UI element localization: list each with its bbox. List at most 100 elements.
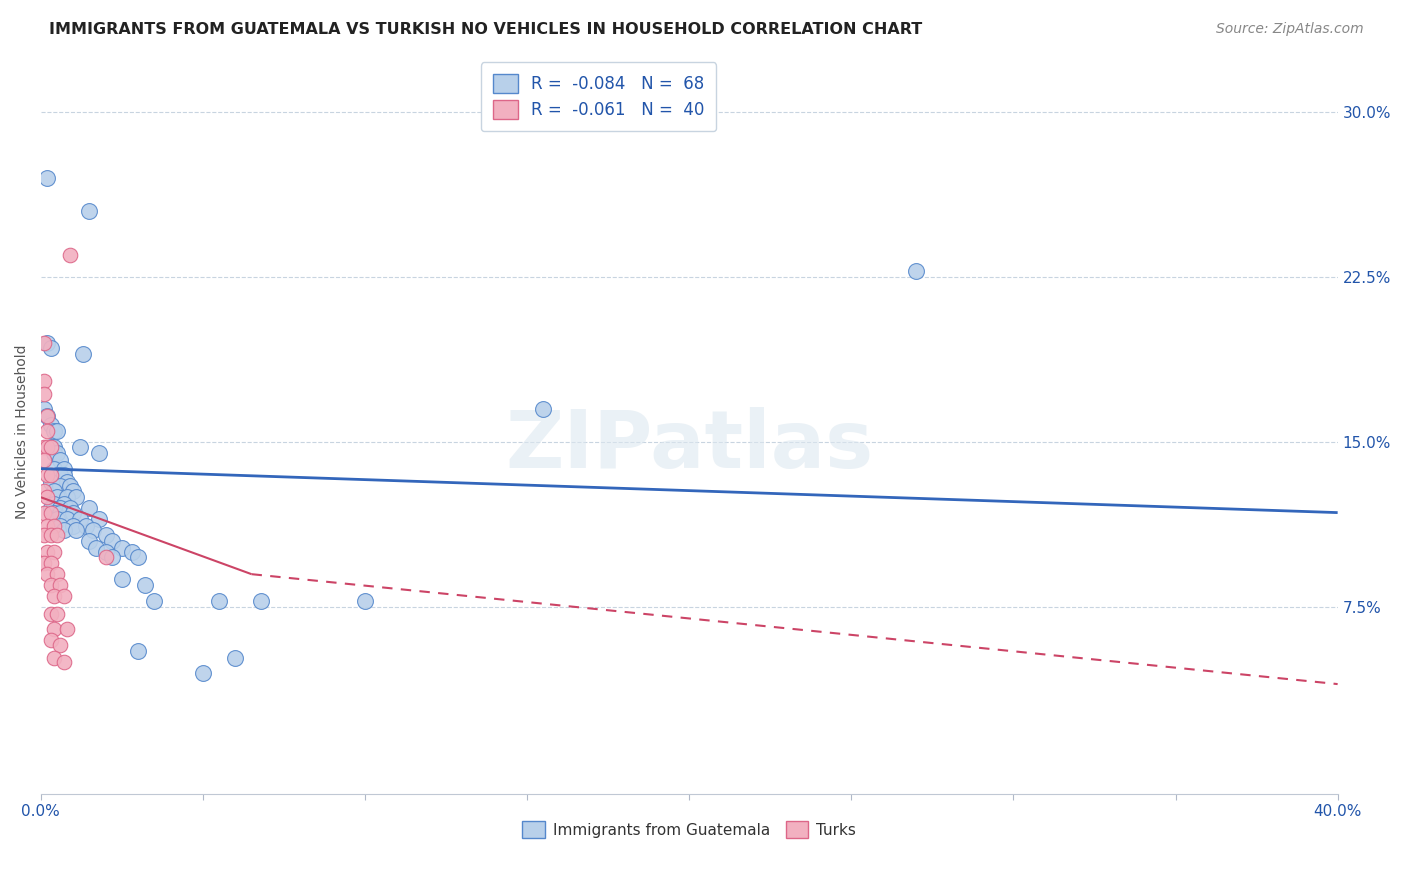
- Point: [37, 490, 59, 504]
- Point: [32, 402, 55, 417]
- Point: [89, 512, 111, 526]
- Point: [42, 446, 65, 460]
- Point: [49, 638, 72, 652]
- Point: [37, 336, 59, 351]
- Point: [531, 402, 554, 417]
- Point: [62, 506, 84, 520]
- Point: [37, 424, 59, 438]
- Point: [55, 490, 77, 504]
- Point: [39, 468, 62, 483]
- Point: [32, 440, 55, 454]
- Point: [42, 424, 65, 438]
- Point: [49, 479, 72, 493]
- Point: [127, 644, 149, 658]
- Point: [52, 523, 75, 537]
- Point: [52, 468, 75, 483]
- Point: [46, 512, 69, 526]
- Point: [39, 527, 62, 541]
- Point: [32, 527, 55, 541]
- Point: [52, 497, 75, 511]
- Point: [39, 506, 62, 520]
- Point: [127, 549, 149, 564]
- Point: [72, 347, 94, 361]
- Point: [55, 512, 77, 526]
- Point: [62, 518, 84, 533]
- Point: [52, 655, 75, 669]
- Point: [42, 440, 65, 454]
- Point: [49, 578, 72, 592]
- Point: [82, 523, 104, 537]
- Point: [121, 545, 143, 559]
- Point: [42, 497, 65, 511]
- Point: [69, 512, 91, 526]
- Point: [46, 468, 69, 483]
- Text: IMMIGRANTS FROM GUATEMALA VS TURKISH NO VEHICLES IN HOUSEHOLD CORRELATION CHART: IMMIGRANTS FROM GUATEMALA VS TURKISH NO …: [49, 22, 922, 37]
- Point: [191, 666, 214, 681]
- Point: [55, 475, 77, 489]
- Point: [65, 523, 87, 537]
- Point: [84, 541, 107, 555]
- Point: [42, 518, 65, 533]
- Point: [101, 534, 124, 549]
- Point: [39, 417, 62, 432]
- Point: [49, 453, 72, 467]
- Point: [46, 527, 69, 541]
- Text: Source: ZipAtlas.com: Source: ZipAtlas.com: [1216, 22, 1364, 37]
- Point: [39, 475, 62, 489]
- Point: [37, 545, 59, 559]
- Point: [59, 248, 82, 262]
- Point: [94, 549, 117, 564]
- Point: [37, 468, 59, 483]
- Point: [37, 409, 59, 423]
- Point: [39, 633, 62, 648]
- Legend: Immigrants from Guatemala, Turks: Immigrants from Guatemala, Turks: [516, 814, 862, 845]
- Point: [905, 264, 928, 278]
- Point: [46, 567, 69, 582]
- Point: [49, 506, 72, 520]
- Point: [42, 650, 65, 665]
- Point: [39, 440, 62, 454]
- Point: [39, 440, 62, 454]
- Point: [69, 440, 91, 454]
- Point: [49, 501, 72, 516]
- Point: [46, 490, 69, 504]
- Point: [39, 556, 62, 570]
- Point: [37, 518, 59, 533]
- Point: [39, 578, 62, 592]
- Point: [79, 204, 101, 219]
- Point: [32, 483, 55, 498]
- Point: [354, 593, 377, 607]
- Point: [59, 501, 82, 516]
- Point: [75, 518, 97, 533]
- Point: [79, 534, 101, 549]
- Text: ZIPatlas: ZIPatlas: [505, 407, 873, 484]
- Point: [89, 446, 111, 460]
- Point: [32, 506, 55, 520]
- Point: [32, 374, 55, 388]
- Point: [143, 593, 166, 607]
- Point: [62, 483, 84, 498]
- Point: [42, 545, 65, 559]
- Point: [208, 593, 231, 607]
- Point: [32, 556, 55, 570]
- Point: [32, 387, 55, 401]
- Point: [79, 501, 101, 516]
- Point: [37, 440, 59, 454]
- Point: [42, 461, 65, 475]
- Point: [111, 541, 134, 555]
- Point: [59, 479, 82, 493]
- Point: [32, 336, 55, 351]
- Point: [134, 578, 156, 592]
- Point: [101, 549, 124, 564]
- Point: [111, 572, 134, 586]
- Point: [94, 527, 117, 541]
- Point: [42, 483, 65, 498]
- Point: [94, 545, 117, 559]
- Point: [49, 518, 72, 533]
- Point: [37, 409, 59, 423]
- Point: [46, 607, 69, 621]
- Point: [46, 446, 69, 460]
- Point: [39, 341, 62, 355]
- Point: [39, 607, 62, 621]
- Point: [55, 622, 77, 636]
